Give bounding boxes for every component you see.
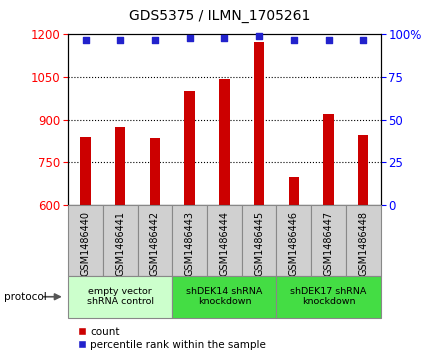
Text: shDEK17 shRNA
knockdown: shDEK17 shRNA knockdown bbox=[290, 287, 367, 306]
Text: GSM1486448: GSM1486448 bbox=[358, 211, 368, 276]
Text: GSM1486442: GSM1486442 bbox=[150, 211, 160, 276]
Point bbox=[256, 33, 263, 39]
Point bbox=[360, 37, 367, 42]
Bar bbox=[207, 205, 242, 276]
Bar bbox=[115, 127, 125, 205]
Text: GSM1486440: GSM1486440 bbox=[81, 211, 91, 276]
Bar bbox=[150, 138, 160, 205]
Point bbox=[186, 35, 193, 41]
Bar bbox=[346, 205, 381, 276]
Bar bbox=[103, 205, 138, 276]
Bar bbox=[358, 135, 368, 205]
Text: GSM1486446: GSM1486446 bbox=[289, 211, 299, 276]
Bar bbox=[276, 276, 381, 318]
Point bbox=[325, 37, 332, 42]
Bar bbox=[242, 205, 276, 276]
Bar bbox=[323, 114, 334, 205]
Bar bbox=[138, 205, 172, 276]
Bar bbox=[81, 137, 91, 205]
Text: empty vector
shRNA control: empty vector shRNA control bbox=[87, 287, 154, 306]
Point bbox=[151, 37, 158, 42]
Text: GSM1486443: GSM1486443 bbox=[185, 211, 194, 276]
Bar bbox=[276, 205, 311, 276]
Bar bbox=[289, 177, 299, 205]
Text: shDEK14 shRNA
knockdown: shDEK14 shRNA knockdown bbox=[186, 287, 263, 306]
Text: GDS5375 / ILMN_1705261: GDS5375 / ILMN_1705261 bbox=[129, 9, 311, 23]
Legend: count, percentile rank within the sample: count, percentile rank within the sample bbox=[73, 323, 270, 354]
Bar bbox=[68, 205, 103, 276]
Bar bbox=[254, 42, 264, 205]
Bar bbox=[172, 205, 207, 276]
Text: GSM1486445: GSM1486445 bbox=[254, 211, 264, 276]
Point bbox=[117, 37, 124, 42]
Bar bbox=[219, 78, 230, 205]
Text: GSM1486444: GSM1486444 bbox=[220, 211, 229, 276]
Bar bbox=[68, 276, 172, 318]
Bar bbox=[184, 91, 195, 205]
Point bbox=[82, 37, 89, 42]
Bar bbox=[172, 276, 276, 318]
Text: GSM1486447: GSM1486447 bbox=[323, 211, 334, 276]
Text: GSM1486441: GSM1486441 bbox=[115, 211, 125, 276]
Point bbox=[221, 35, 228, 41]
Point bbox=[290, 37, 297, 42]
Bar bbox=[311, 205, 346, 276]
Text: protocol: protocol bbox=[4, 292, 47, 302]
